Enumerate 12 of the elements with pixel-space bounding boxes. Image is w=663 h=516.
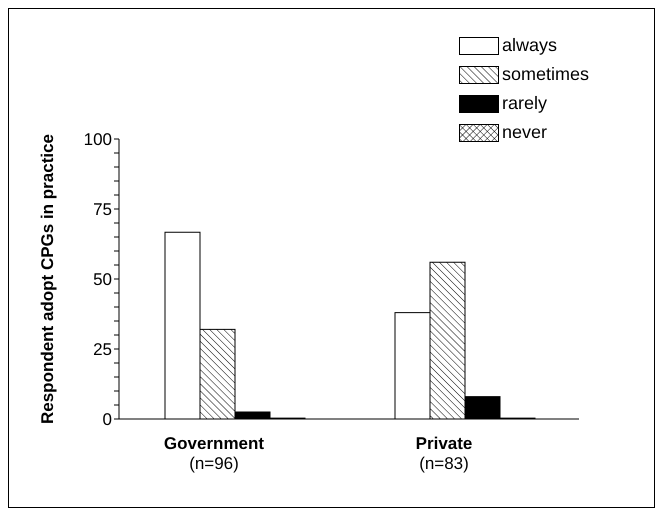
y-tick-label: 100: [84, 130, 112, 150]
legend-label: rarely: [502, 93, 548, 114]
y-tick-label: 25: [93, 340, 112, 360]
legend-label: always: [502, 35, 558, 56]
legend-label: never: [502, 122, 548, 143]
y-tick-label: 75: [93, 200, 112, 220]
x-tick-label: Government (n=96): [164, 434, 264, 473]
y-tick-label: 50: [93, 270, 112, 290]
legend-label: sometimes: [502, 64, 590, 85]
y-tick-label: 0: [102, 410, 112, 430]
y-axis-title: Respondent adopt CPGs in practice: [38, 134, 58, 424]
x-tick-label: Private (n=83): [416, 434, 472, 473]
